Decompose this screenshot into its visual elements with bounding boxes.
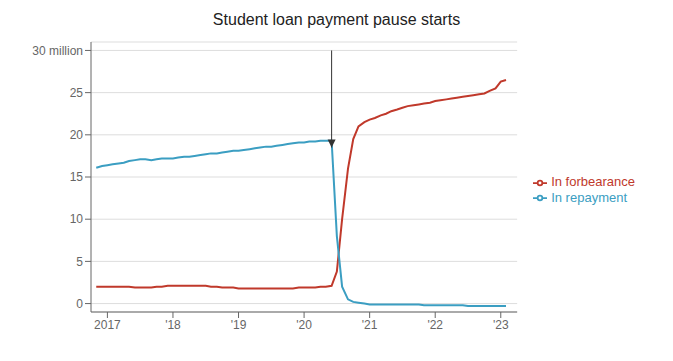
svg-text:5: 5	[76, 255, 83, 269]
svg-text:'19: '19	[231, 318, 247, 332]
svg-text:'20: '20	[296, 318, 312, 332]
svg-text:15: 15	[70, 170, 84, 184]
svg-text:20: 20	[70, 128, 84, 142]
html-text:In forbearance: In forbearance	[551, 173, 635, 189]
svg-text:25: 25	[70, 86, 84, 100]
svg-text:'23: '23	[493, 318, 509, 332]
html-text:In repayment: In repayment	[551, 189, 627, 205]
svg-text:2017: 2017	[94, 318, 121, 332]
svg-text:10: 10	[70, 212, 84, 226]
svg-text:'18: '18	[165, 318, 181, 332]
svg-text:30 million: 30 million	[32, 44, 83, 58]
svg-text:0: 0	[76, 297, 83, 311]
svg-text:'21: '21	[362, 318, 378, 332]
svg-text:'22: '22	[427, 318, 443, 332]
html-text:Student loan payment pause sta: Student loan payment pause starts	[212, 11, 461, 28]
